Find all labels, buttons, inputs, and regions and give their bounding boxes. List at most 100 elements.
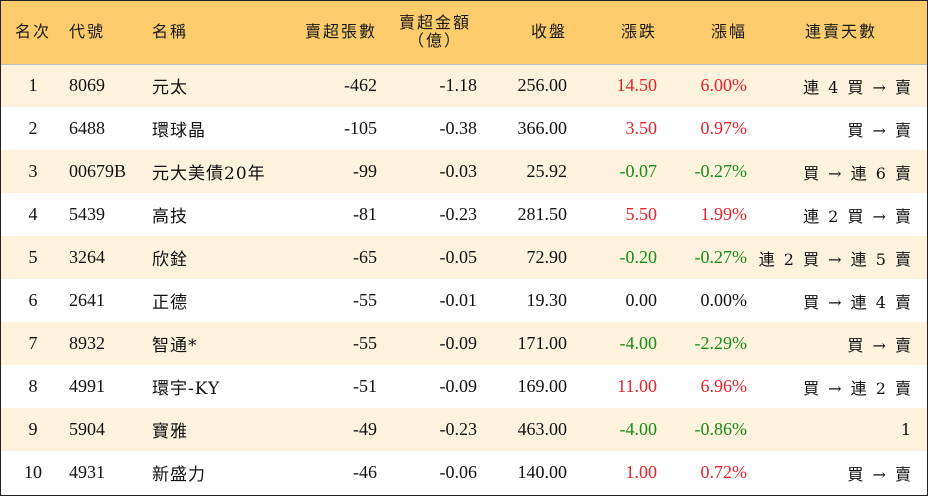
cell-name: 元太 — [148, 63, 276, 107]
cell-change-pct: -0.27% — [694, 247, 748, 267]
table-row: 8 4991 環宇-KY -51 -0.09 169.00 11.00 6.96… — [1, 365, 927, 408]
cell-amount: -0.23 — [439, 419, 478, 439]
cell-change: 11.00 — [617, 376, 657, 396]
cell-rank: 3 — [28, 161, 38, 181]
header-code: 代號 — [69, 22, 106, 42]
cell-name: 元大美債20年 — [152, 164, 266, 184]
cell-streak: 買 → 連 4 賣 — [803, 292, 913, 312]
cell-change-pct: -0.86% — [694, 419, 748, 439]
header-rank: 名次 — [14, 22, 51, 42]
cell-code: 8932 — [69, 333, 105, 353]
cell-code: 3264 — [69, 247, 105, 267]
cell-rank: 4 — [28, 204, 38, 224]
cell-change-pct: 0.00% — [700, 290, 748, 310]
cell-name: 欣銓 — [152, 250, 188, 270]
header-net-sell-amount-line1: 賣超金額 — [398, 13, 471, 33]
cell-amount: -0.09 — [439, 376, 478, 396]
cell-streak: 買 → 賣 — [847, 120, 913, 140]
cell-streak: 連 2 買 → 賣 — [803, 206, 913, 226]
cell-shares: -105 — [344, 118, 377, 138]
cell-streak: 買 → 連 6 賣 — [803, 163, 913, 183]
cell-streak: 1 — [900, 420, 913, 439]
cell-change: -0.20 — [619, 247, 658, 267]
cell-change-pct: 6.96% — [700, 376, 748, 396]
table-row: 2 6488 環球晶 -105 -0.38 366.00 3.50 0.97% … — [1, 107, 927, 150]
cell-streak: 連 2 買 → 連 5 賣 — [758, 249, 913, 269]
cell-change-pct: 0.72% — [700, 462, 748, 482]
cell-rank: 2 — [28, 118, 38, 138]
table-header-row: 名次 代號 名稱 賣超張數 賣超金額 （億） 收盤 漲跌 漲幅 連賣天數 — [1, 1, 927, 64]
cell-rank: 8 — [28, 376, 38, 396]
cell-shares: -46 — [353, 462, 377, 482]
cell-code: 5904 — [69, 419, 105, 439]
cell-shares: -81 — [353, 204, 377, 224]
cell-close: 281.50 — [517, 204, 568, 224]
cell-amount: -0.06 — [439, 462, 478, 482]
table-row: 6 2641 正德 -55 -0.01 19.30 0.00 0.00% 買 →… — [1, 279, 927, 322]
table-row: 9 5904 寶雅 -49 -0.23 463.00 -4.00 -0.86% … — [1, 408, 927, 451]
cell-amount: -0.23 — [439, 204, 478, 224]
cell-shares: -55 — [353, 290, 377, 310]
table-row: 5 3264 欣銓 -65 -0.05 72.90 -0.20 -0.27% 連… — [1, 236, 927, 279]
cell-rank: 5 — [28, 247, 38, 267]
cell-change: -4.00 — [619, 419, 658, 439]
table-row: 10 4931 新盛力 -46 -0.06 140.00 1.00 0.72% … — [1, 451, 927, 494]
cell-rank: 7 — [28, 333, 38, 353]
table-row: 1 8069 元太 -462 -1.18 256.00 14.50 6.00% … — [1, 63, 927, 107]
cell-streak: 買 → 賣 — [847, 335, 913, 355]
header-change-pct: 漲幅 — [710, 22, 747, 42]
cell-change: 5.50 — [625, 204, 658, 224]
cell-code: 2641 — [69, 290, 105, 310]
cell-shares: -99 — [353, 161, 377, 181]
cell-close: 171.00 — [517, 333, 568, 353]
header-net-sell-amount: 賣超金額 （億） — [385, 1, 485, 64]
header-net-sell-amount-line2: （億） — [407, 31, 462, 51]
cell-amount: -0.03 — [439, 161, 478, 181]
table-row: 4 5439 高技 -81 -0.23 281.50 5.50 1.99% 連 … — [1, 193, 927, 236]
cell-rank: 9 — [28, 419, 38, 439]
cell-code: 4991 — [69, 376, 105, 396]
cell-close: 72.90 — [526, 247, 568, 267]
cell-shares: -49 — [353, 419, 377, 439]
cell-shares: -462 — [276, 63, 385, 107]
cell-streak: 買 → 連 2 賣 — [803, 378, 913, 398]
cell-change-pct: 0.97% — [700, 118, 748, 138]
cell-code: 6488 — [69, 118, 105, 138]
cell-code: 4931 — [69, 462, 105, 482]
cell-name: 智通* — [152, 336, 198, 356]
cell-amount: -0.09 — [439, 333, 478, 353]
cell-name: 正德 — [152, 293, 188, 313]
cell-amount: -0.38 — [439, 118, 478, 138]
cell-shares: -65 — [353, 247, 377, 267]
cell-streak: 連 4 買 → 賣 — [755, 63, 927, 107]
table-body: 1 8069 元太 -462 -1.18 256.00 14.50 6.00% … — [1, 63, 927, 494]
cell-name: 寶雅 — [152, 422, 188, 442]
cell-amount: -0.05 — [439, 247, 478, 267]
cell-change: -0.07 — [619, 161, 658, 181]
cell-change-pct: 6.00% — [665, 63, 755, 107]
cell-change: 1.00 — [625, 462, 658, 482]
cell-name: 環宇-KY — [152, 379, 221, 399]
header-name: 名稱 — [152, 22, 189, 42]
cell-shares: -51 — [353, 376, 377, 396]
cell-code: 00679B — [69, 161, 127, 181]
cell-close: 140.00 — [517, 462, 568, 482]
cell-name: 環球晶 — [152, 121, 206, 141]
cell-code: 8069 — [65, 63, 148, 107]
cell-change-pct: -0.27% — [694, 161, 748, 181]
cell-name: 新盛力 — [152, 465, 206, 485]
cell-name: 高技 — [152, 207, 188, 227]
cell-change: -4.00 — [619, 333, 658, 353]
cell-rank: 6 — [28, 290, 38, 310]
cell-change: 3.50 — [625, 118, 658, 138]
header-net-sell-shares: 賣超張數 — [304, 22, 377, 42]
cell-close: 25.92 — [526, 161, 568, 181]
cell-close: 366.00 — [517, 118, 568, 138]
table-row: 7 8932 智通* -55 -0.09 171.00 -4.00 -2.29%… — [1, 322, 927, 365]
cell-close: 19.30 — [526, 290, 568, 310]
cell-change-pct: -2.29% — [694, 333, 748, 353]
cell-amount: -0.01 — [439, 290, 478, 310]
header-change: 漲跌 — [620, 22, 657, 42]
